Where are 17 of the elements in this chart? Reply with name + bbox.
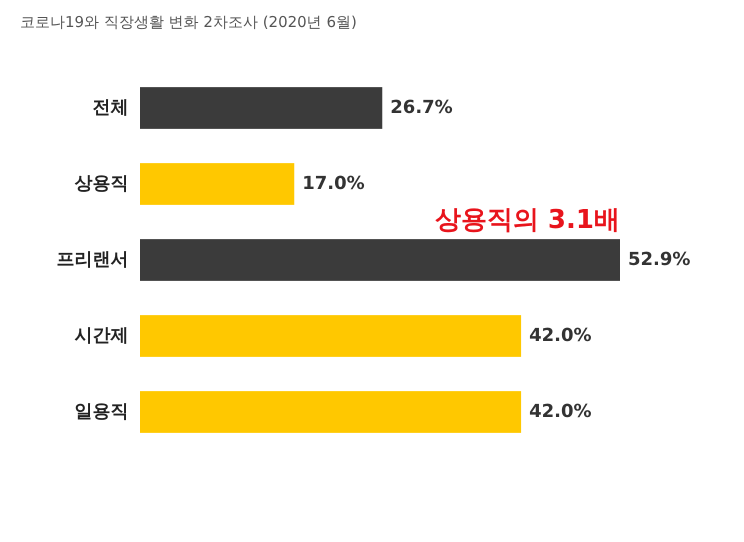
y-tick-label: 상용직 [74,173,128,194]
bar [140,239,620,281]
data-label: 42.0% [529,401,592,422]
y-tick-label: 프리랜서 [56,249,128,270]
bar [140,163,294,205]
y-tick-label: 시간제 [74,325,128,346]
data-label: 42.0% [529,325,592,346]
annotation: 상용직의 3.1배 [434,205,620,235]
bar [140,315,522,357]
y-tick-label: 전체 [92,97,128,118]
data-label: 52.9% [628,249,690,270]
y-tick-label: 일용직 [74,401,128,422]
bar [140,87,382,129]
chart-title: 코로나19와 직장생활 변화 2차조사 (2020년 6월) [20,13,357,31]
bar [140,391,522,433]
data-label: 26.7% [390,97,453,118]
data-label: 17.0% [302,173,365,194]
